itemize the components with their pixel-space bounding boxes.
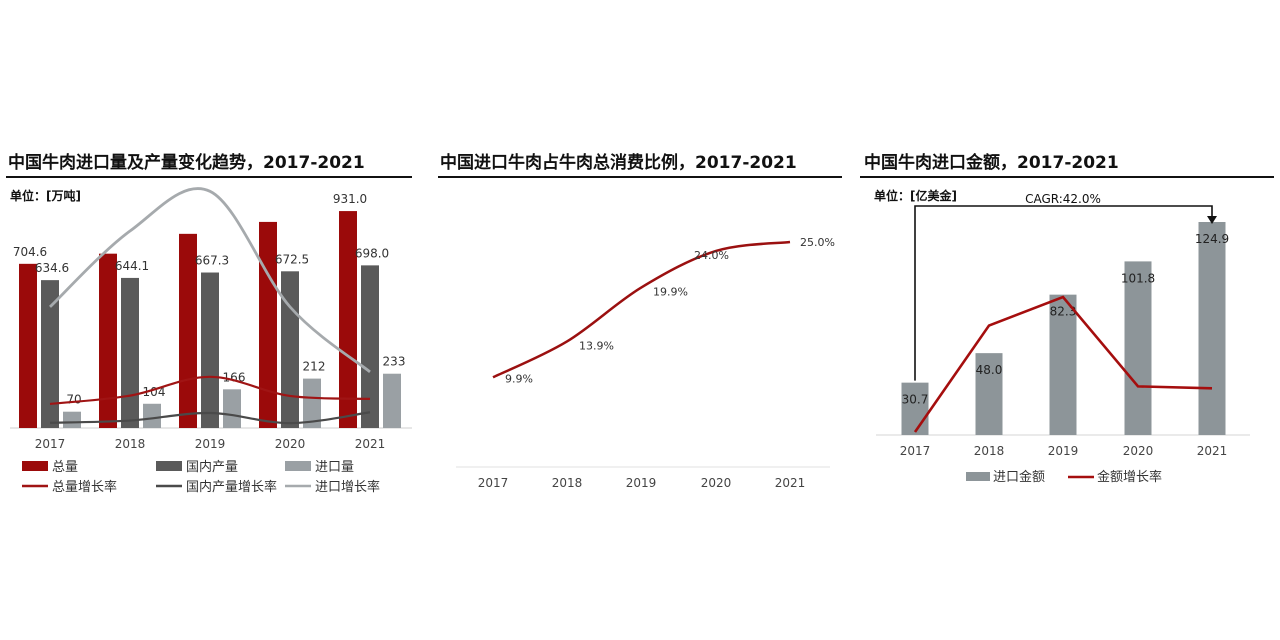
legend-label: 总量 <box>52 460 78 475</box>
chart-panel-import-volume: 中国牛肉进口量及产量变化趋势，2017-2021 单位：[万吨] 704.6 93… <box>0 0 420 640</box>
bar-进口量-2017 <box>63 411 81 428</box>
legend-label: 金额增长率 <box>1097 469 1162 485</box>
data-label: 698.0 <box>355 246 389 260</box>
data-label: 644.1 <box>115 259 149 273</box>
data-label: 931.0 <box>333 192 367 206</box>
bar-进口量-2021 <box>383 373 401 428</box>
legend-label: 国内产量增长率 <box>186 479 277 495</box>
data-label: 667.3 <box>195 254 229 268</box>
title-rule <box>438 176 842 178</box>
legend-swatch <box>285 461 311 471</box>
legend-swatch <box>22 461 48 471</box>
legend-swatch <box>156 461 182 471</box>
cagr-bracket <box>914 205 1213 381</box>
bar-2017 <box>901 382 929 435</box>
chart-panel-import-value: 中国牛肉进口金额，2017-2021 单位：[亿美金] 30.7 48.0 82.3… <box>850 0 1280 640</box>
x-tick-label: 2021 <box>355 437 386 451</box>
data-label: 634.6 <box>35 261 69 275</box>
bar-总量-2021 <box>339 211 357 428</box>
legend-label: 进口增长率 <box>315 479 380 495</box>
bar-国内产量-2018 <box>121 277 139 428</box>
chart-title: 中国牛肉进口量及产量变化趋势，2017-2021 <box>8 153 365 173</box>
x-tick-label: 2017 <box>478 476 509 490</box>
data-label: 82.3 <box>1050 305 1077 319</box>
x-tick-label: 2019 <box>195 437 226 451</box>
x-tick-label: 2018 <box>974 444 1005 458</box>
chart3-plot: 30.7 48.0 82.3 101.8 124.9 CAGR:42.0% 2017 2018… <box>876 192 1250 485</box>
data-label: 101.8 <box>1121 271 1155 285</box>
x-tick-label: 2020 <box>701 476 732 490</box>
bar-2019 <box>1049 294 1077 435</box>
bar-国内产量-2021 <box>361 265 379 428</box>
chart-panel-import-share: 中国进口牛肉占牛肉总消费比例，2017-2021 9.9% 13.9% 19.9% 2… <box>430 0 850 640</box>
bar-2020 <box>1124 261 1152 435</box>
x-tick-label: 2020 <box>275 437 306 451</box>
legend-label: 进口金额 <box>993 469 1045 485</box>
line-进口增长率 <box>49 187 371 373</box>
data-label: 233 <box>383 355 406 369</box>
chart-title: 中国牛肉进口金额，2017-2021 <box>864 153 1119 173</box>
data-label: 70 <box>66 393 81 407</box>
data-label: 212 <box>303 360 326 374</box>
x-tick-label: 2020 <box>1123 444 1154 458</box>
data-label: 672.5 <box>275 252 309 266</box>
title-rule <box>860 176 1274 178</box>
title-rule <box>6 176 412 178</box>
x-tick-label: 2021 <box>775 476 806 490</box>
bar-进口量-2018 <box>143 403 161 428</box>
legend-label: 进口量 <box>315 460 354 475</box>
data-label: 25.0% <box>800 236 835 249</box>
data-label: 24.0% <box>694 249 729 262</box>
legend-label: 国内产量 <box>186 459 238 475</box>
line-总量增长率 <box>49 375 371 406</box>
x-tick-label: 2017 <box>35 437 66 451</box>
data-label: 124.9 <box>1195 232 1229 246</box>
bar-总量-2020 <box>259 221 277 428</box>
data-label: 9.9% <box>505 372 533 385</box>
bar-2021 <box>1198 222 1226 435</box>
cagr-arrow-head <box>1207 216 1217 224</box>
x-tick-label: 2018 <box>552 476 583 490</box>
bar-国内产量-2019 <box>201 272 219 428</box>
cagr-annotation: CAGR:42.0% <box>1025 192 1101 206</box>
data-label: 13.9% <box>579 339 614 352</box>
legend-label: 总量增长率 <box>52 479 117 495</box>
x-tick-label: 2019 <box>1048 444 1079 458</box>
data-label: 48.0 <box>976 363 1003 377</box>
x-tick-label: 2018 <box>115 437 146 451</box>
bar-国内产量-2017 <box>41 280 59 428</box>
bar-2018 <box>975 353 1003 435</box>
legend-swatch <box>966 472 990 481</box>
x-tick-label: 2021 <box>1197 444 1228 458</box>
data-label: 704.6 <box>13 245 47 259</box>
bar-总量-2018 <box>99 253 117 428</box>
line-金额增长率 <box>913 295 1213 433</box>
bar-总量-2017 <box>19 263 37 428</box>
unit-label: 单位：[万吨] <box>10 189 81 203</box>
unit-label: 单位：[亿美金] <box>874 189 957 203</box>
x-tick-label: 2019 <box>626 476 657 490</box>
data-label: 30.7 <box>902 393 929 407</box>
bar-国内产量-2020 <box>281 271 299 428</box>
bar-进口量-2019 <box>223 389 241 428</box>
x-tick-label: 2017 <box>900 444 931 458</box>
line-国内产量增长率 <box>49 411 371 425</box>
data-label: 19.9% <box>653 286 688 299</box>
line-import-share <box>492 240 791 379</box>
bar-进口量-2020 <box>303 378 321 428</box>
chart2-plot: 9.9% 13.9% 19.9% 24.0% 25.0% 2017 2018 2019 2020… <box>456 236 835 490</box>
chart-title: 中国进口牛肉占牛肉总消费比例，2017-2021 <box>440 153 797 173</box>
